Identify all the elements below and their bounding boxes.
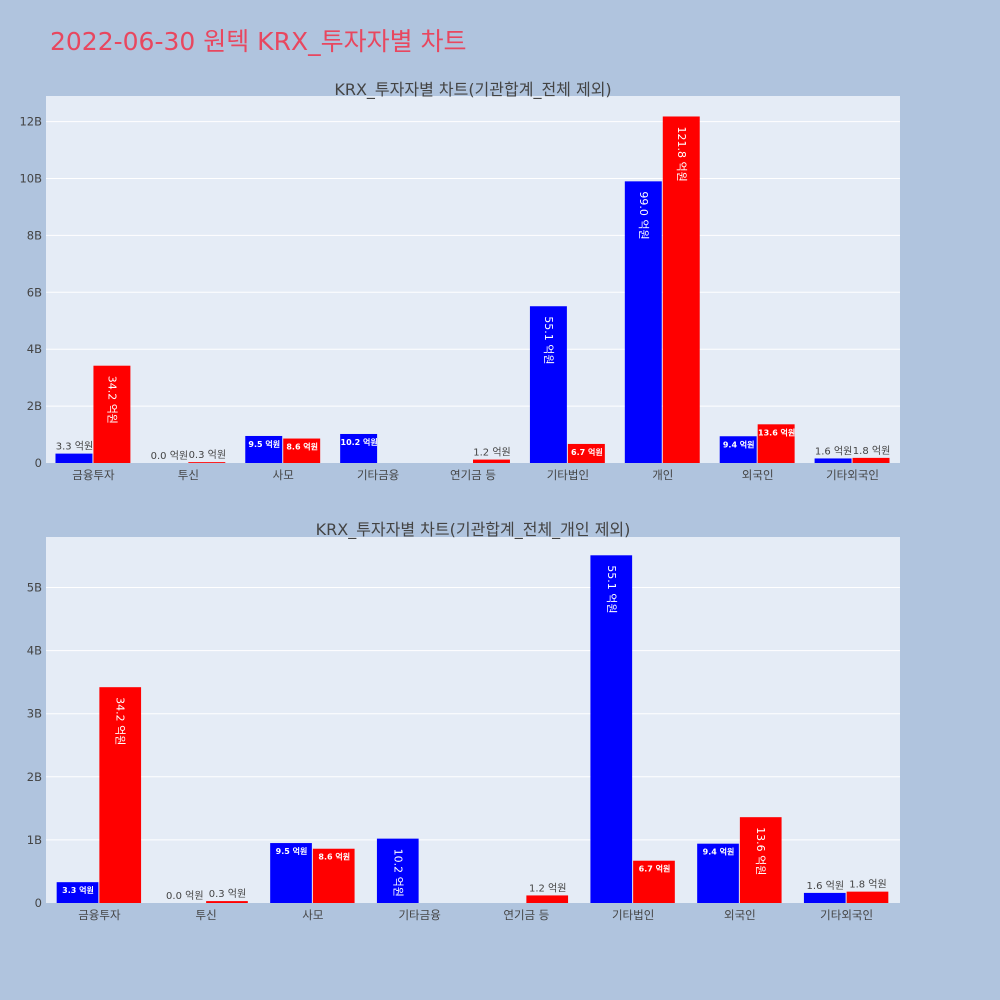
bar-value-label: 9.4 억원 — [723, 439, 755, 449]
y-tick-label: 5B — [27, 580, 42, 594]
bar-buy — [55, 453, 93, 463]
bar-sell — [473, 459, 510, 463]
x-tick-label: 투신 — [196, 908, 217, 922]
bar-value-label: 34.2 억원 — [114, 697, 127, 745]
bar-buy — [814, 458, 852, 463]
bar-sell — [283, 438, 321, 463]
y-tick-label: 3B — [27, 707, 42, 721]
x-tick-label: 기타외국인 — [826, 468, 879, 482]
bar-sell — [852, 457, 890, 463]
x-tick-label: 연기금 등 — [450, 468, 496, 482]
bar-sell — [567, 443, 605, 463]
bar-value-label: 55.1 억원 — [605, 565, 618, 613]
bar-buy — [624, 181, 662, 464]
bar-buy — [803, 892, 846, 903]
bar-value-label: 121.8 억원 — [675, 126, 688, 181]
bar-sell — [93, 365, 131, 463]
bar-sell — [846, 891, 889, 903]
bar-buy — [590, 555, 633, 903]
bar-buy — [697, 843, 739, 903]
bar-value-label: 0.0 억원 — [151, 450, 188, 462]
chart-bottom: KRX_투자자별 차트(기관합계_전체_개인 제외) 0 1B 2B 3B 4B 5B 금융투… — [27, 520, 900, 922]
x-tick-label: 금융투자 — [72, 468, 115, 482]
bar-value-label: 1.2 억원 — [473, 447, 510, 459]
bar-sell — [757, 424, 795, 463]
bar-sell — [312, 848, 355, 903]
chart-title: KRX_투자자별 차트(기관합계_전체 제외) — [334, 80, 611, 100]
y-tick-label: 0 — [35, 456, 42, 470]
y-tick-label: 10B — [19, 172, 42, 186]
bar-sell — [206, 901, 248, 903]
bar-value-label: 1.2 억원 — [529, 882, 566, 894]
bar-sell — [526, 895, 569, 903]
y-tick-label: 12B — [19, 115, 42, 129]
bar-buy — [56, 882, 99, 903]
bar-sell — [662, 116, 700, 464]
y-tick-label: 2B — [27, 399, 42, 413]
bar-value-label: 1.8 억원 — [849, 879, 886, 891]
x-tick-label: 개인 — [652, 468, 673, 482]
y-tick-label: 4B — [27, 644, 42, 658]
y-tick-label: 0 — [35, 896, 42, 910]
bar-buy — [245, 435, 283, 463]
x-tick-label: 기타금융 — [357, 468, 399, 482]
bar-value-label: 6.7 억원 — [571, 447, 603, 457]
bar-value-label: 8.6 억원 — [286, 442, 318, 452]
bar-value-label: 9.5 억원 — [276, 846, 308, 856]
bar-value-label: 8.6 억원 — [318, 852, 350, 862]
bar-sell — [633, 860, 675, 903]
x-tick-label: 투신 — [178, 468, 199, 482]
y-tick-label: 2B — [27, 770, 42, 784]
bar-value-label: 13.6 억원 — [758, 427, 795, 437]
x-tick-label: 사모 — [302, 908, 323, 922]
x-tick-label: 기타법인 — [547, 468, 589, 482]
y-tick-label: 6B — [27, 285, 42, 299]
bar-value-label: 3.3 억원 — [62, 885, 94, 895]
bar-sell — [188, 462, 226, 463]
bar-sell — [99, 687, 142, 903]
bar-value-label: 0.3 억원 — [189, 449, 226, 461]
bar-value-label: 10.2 억원 — [391, 849, 404, 897]
bar-buy — [340, 433, 378, 463]
bar-sell — [739, 817, 782, 903]
page-title: 2022-06-30 원텍 KRX_투자자별 차트 — [50, 27, 467, 56]
y-tick-label: 4B — [27, 342, 42, 356]
bar-buy — [376, 838, 419, 903]
x-tick-label: 외국인 — [742, 468, 774, 482]
x-tick-label: 연기금 등 — [503, 908, 549, 922]
bar-value-label: 34.2 억원 — [105, 376, 118, 424]
x-tick-label: 기타외국인 — [820, 908, 873, 922]
bar-value-label: 10.2 억원 — [341, 437, 378, 447]
bar-buy — [529, 306, 567, 463]
bar-value-label: 0.3 억원 — [209, 888, 246, 900]
chart-title: KRX_투자자별 차트(기관합계_전체_개인 제외) — [316, 520, 631, 540]
bar-value-label: 99.0 억원 — [637, 191, 650, 239]
y-tick-label: 1B — [27, 833, 42, 847]
chart-top: KRX_투자자별 차트(기관합계_전체 제외) 0 2B 4B 6B 8B 10B 12B 금융… — [19, 80, 900, 482]
x-tick-label: 금융투자 — [78, 908, 121, 922]
x-tick-label: 외국인 — [724, 908, 756, 922]
bar-value-label: 0.0 억원 — [166, 890, 203, 902]
y-tick-label: 8B — [27, 228, 42, 242]
bar-value-label: 1.8 억원 — [853, 445, 890, 457]
plot-area — [46, 96, 900, 463]
bar-value-label: 1.6 억원 — [807, 880, 844, 892]
bar-value-label: 1.6 억원 — [815, 445, 852, 457]
bar-value-label: 9.5 억원 — [248, 439, 280, 449]
x-tick-label: 기타법인 — [612, 908, 654, 922]
x-tick-label: 기타금융 — [398, 908, 440, 922]
bar-value-label: 13.6 억원 — [754, 827, 767, 875]
bar-value-label: 3.3 억원 — [56, 441, 93, 453]
bar-value-label: 55.1 억원 — [542, 316, 555, 364]
bar-buy — [270, 843, 312, 903]
x-tick-label: 사모 — [273, 468, 294, 482]
bar-buy — [719, 436, 757, 463]
bar-value-label: 6.7 억원 — [639, 864, 671, 874]
bar-value-label: 9.4 억원 — [703, 847, 735, 857]
